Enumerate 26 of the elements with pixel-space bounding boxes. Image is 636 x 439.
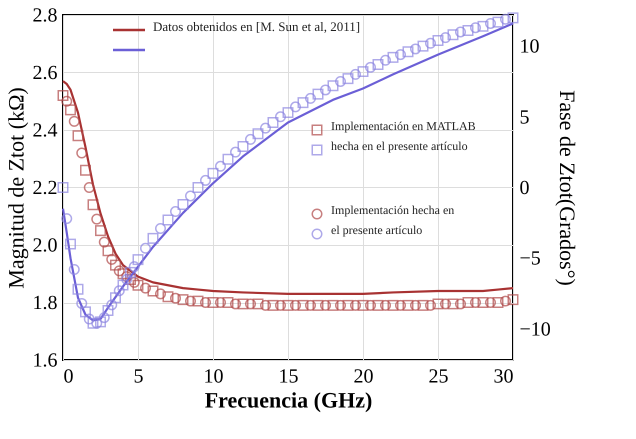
x-tick-label: 0: [64, 366, 74, 388]
x-tick-label: 10: [204, 366, 224, 388]
line-series: [62, 80, 514, 295]
x-tick-label: 20: [354, 366, 374, 388]
x-tick-label: 5: [134, 366, 144, 388]
x-tick-label: 30: [494, 366, 514, 388]
y2-tick-label: 0: [520, 177, 530, 199]
y-tick-label: 2.6: [32, 62, 58, 84]
y-tick-label: 2.8: [32, 4, 58, 26]
y-tick-label: 2.4: [32, 120, 58, 142]
y-axis-title: Magnitud de Ztot (kΩ): [4, 87, 28, 289]
y2-tick-label: −5: [520, 248, 541, 270]
y2-tick-label: −10: [520, 318, 551, 340]
legend-label: Implementación en MATLAB hecha en el presente artículo: [331, 119, 476, 153]
legend-label: Implementación hecha en el presente artículo: [331, 203, 454, 237]
x-axis-title: Frecuencia (GHz): [204, 388, 372, 412]
y-tick-label: 2.2: [32, 177, 58, 199]
legend-label: Datos obtenidos en [M. Sun et al, 2011]: [153, 19, 360, 34]
y-tick-label: 1.8: [32, 292, 58, 314]
x-tick-label: 25: [428, 366, 448, 388]
y2-tick-label: 5: [520, 106, 530, 128]
y-tick-label: 1.6: [32, 350, 58, 372]
x-tick-label: 15: [278, 366, 298, 388]
y-tick-label: 2.0: [32, 234, 58, 256]
y2-axis-title: Fase de Ztot(Grados°): [554, 90, 580, 286]
y2-tick-label: 10: [520, 36, 540, 58]
